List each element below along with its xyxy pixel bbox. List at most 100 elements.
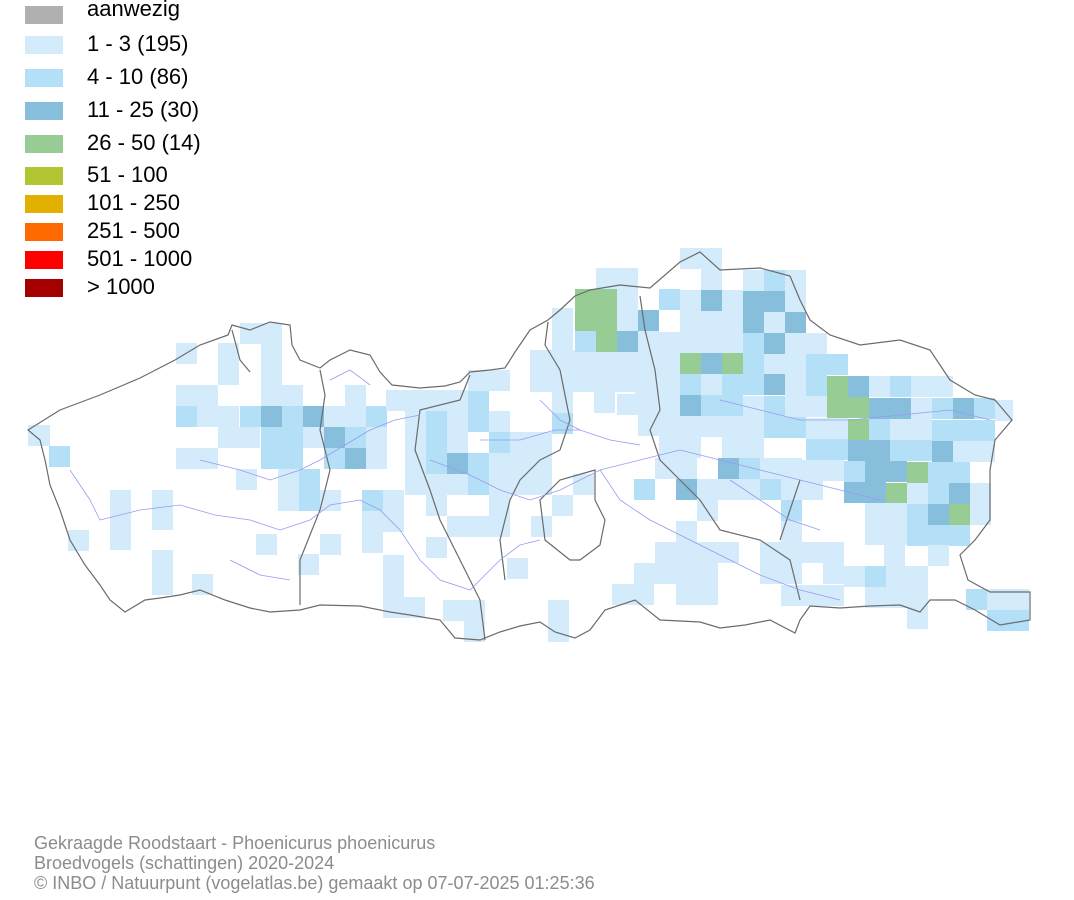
grid-cell: [865, 503, 907, 545]
grid-cell: [552, 413, 573, 434]
grid-cell: [764, 417, 806, 438]
grid-cell: [680, 374, 701, 395]
grid-cell: [701, 395, 743, 416]
dataset-subtitle: Broedvogels (schattingen) 2020-2024: [34, 853, 335, 873]
grid-cell: [890, 440, 932, 461]
river: [99, 499, 541, 591]
grid-cell: [617, 352, 638, 373]
grid-cell: [785, 375, 806, 417]
grid-cell: [953, 420, 995, 441]
grid-cell: [785, 312, 806, 333]
grid-cell: [612, 584, 654, 605]
river: [229, 559, 291, 581]
legend-label: 1 - 3 (195): [87, 31, 189, 56]
legend-item-51-100: 51 - 100: [25, 163, 325, 187]
grid-cell: [152, 550, 173, 595]
legend-swatch: [25, 6, 63, 24]
grid-cell: [865, 566, 886, 587]
grid-cell: [869, 376, 890, 397]
grid-cell: [722, 374, 764, 395]
grid-cell: [426, 390, 447, 411]
grid-cell: [489, 453, 552, 495]
grid-cell: [596, 310, 617, 352]
grid-cell: [865, 587, 907, 608]
grid-cell: [806, 354, 848, 375]
grid-cell: [764, 333, 785, 354]
grid-cell: [966, 589, 987, 610]
grid-cell: [261, 406, 282, 427]
grid-cell: [489, 432, 510, 453]
grid-cell: [987, 589, 1029, 610]
grid-cell: [531, 434, 552, 455]
legend-swatch: [25, 279, 63, 297]
grid-cell: [303, 406, 324, 427]
legend-label: 501 - 1000: [87, 246, 193, 271]
grid-cell: [848, 376, 869, 397]
grid-cell: [932, 441, 953, 462]
grid-cell: [764, 354, 806, 375]
grid-cell: [743, 354, 764, 375]
map-outline: [26, 251, 1031, 641]
grid-cell: [659, 289, 680, 310]
river: [539, 399, 581, 431]
legend-item-11-25: 11 - 25 (30): [25, 98, 325, 122]
grid-cell: [303, 427, 324, 448]
grid-cell: [907, 462, 928, 483]
grid-cell: [844, 566, 865, 587]
grid-cell: [634, 563, 718, 584]
grid-cell: [760, 479, 781, 500]
grid-cell: [659, 395, 680, 416]
grid-cell: [823, 460, 844, 481]
grid-cell: [240, 406, 261, 427]
grid-cell: [848, 397, 869, 418]
grid-cell: [907, 608, 928, 629]
grid-cell: [383, 597, 425, 618]
river: [480, 429, 641, 446]
river: [329, 369, 371, 386]
grid-cell: [192, 574, 213, 595]
grid-cell: [218, 427, 260, 448]
legend-item-26-50: 26 - 50 (14): [25, 131, 325, 155]
grid-cell: [827, 376, 848, 397]
grid-cell: [468, 453, 489, 495]
grid-cell: [907, 525, 970, 546]
grid-cell: [869, 440, 890, 461]
grid-cell: [240, 323, 282, 344]
grid-cell: [974, 398, 995, 419]
grid-cell: [531, 516, 552, 537]
grid-cell: [987, 610, 1029, 631]
grid-cell: [362, 532, 383, 553]
legend-swatch: [25, 251, 63, 269]
grid-cell: [970, 483, 991, 525]
grid-cell: [176, 406, 197, 427]
grid-cell: [781, 521, 802, 542]
grid-cell: [848, 440, 869, 461]
grid-cell: [953, 398, 974, 419]
grid-cell: [781, 585, 844, 606]
grid-cell: [617, 331, 638, 352]
rivers: [69, 369, 991, 601]
grid-cell: [743, 396, 764, 417]
grid-cell: [617, 394, 638, 415]
grid-cell: [282, 406, 303, 427]
grid-cell: [366, 427, 387, 469]
grid-cell: [764, 396, 785, 417]
grid-cell: [806, 375, 827, 396]
grid-cell: [722, 290, 743, 311]
grid-cell: [218, 343, 239, 385]
legend-label: 26 - 50 (14): [87, 130, 201, 155]
grid-cell: [928, 545, 949, 566]
grid-cell: [426, 453, 447, 474]
grid-cell: [68, 530, 89, 551]
grid-cell: [617, 268, 638, 310]
grid-cell: [907, 566, 928, 608]
grid-cell: [320, 490, 341, 511]
grid-cell: [781, 479, 823, 500]
grid-cell: [659, 416, 701, 458]
grid-cell: [680, 353, 701, 374]
grid-cell: [447, 453, 468, 474]
legend-item-aanwezig: aanwezig: [25, 0, 325, 24]
grid-cell: [890, 419, 932, 440]
grid-cell: [261, 427, 303, 448]
grid-cell: [552, 308, 573, 350]
